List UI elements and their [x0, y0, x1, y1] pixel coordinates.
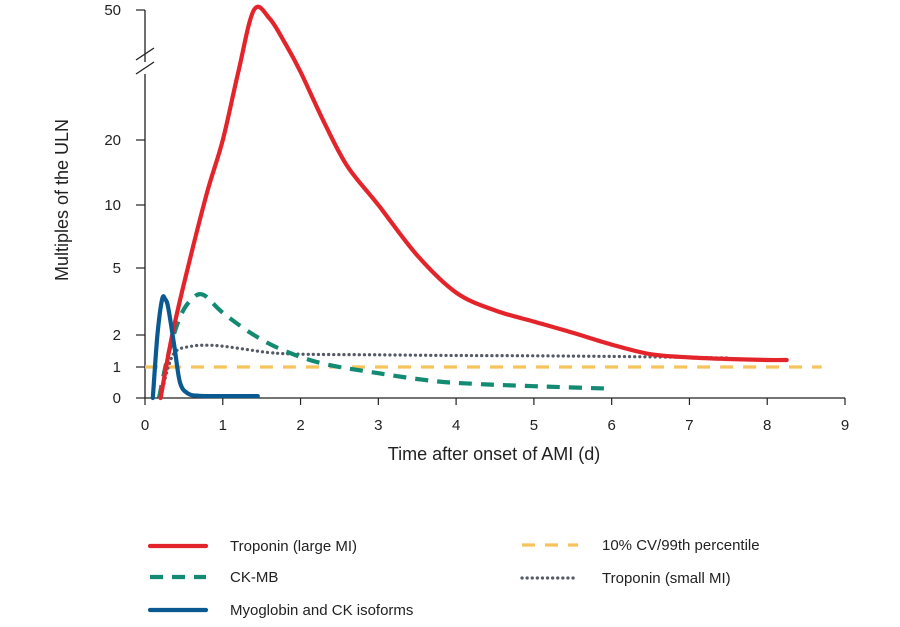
series-layer: [145, 4, 822, 401]
y-tick-label: 50: [104, 2, 121, 19]
y-tick-label: 20: [104, 132, 121, 149]
legend: Troponin (large MI) 10% CV/99th percentil…: [147, 537, 760, 619]
troponin-large-mi-line: [158, 4, 789, 401]
x-axis-title: Time after onset of AMI (d): [388, 444, 600, 464]
legend-label: Troponin (large MI): [230, 538, 357, 555]
x-tick-label: 9: [841, 417, 849, 434]
x-tick-label: 4: [452, 417, 460, 434]
x-tick-label: 5: [530, 417, 538, 434]
troponin-small-mi-line: [159, 343, 730, 400]
x-tick-label: 8: [763, 417, 771, 434]
legend-label: CK-MB: [230, 569, 278, 586]
x-tick-label: 6: [607, 417, 615, 434]
x-tick-label: 7: [685, 417, 693, 434]
x-tick-label: 2: [296, 417, 304, 434]
legend-label: 10% CV/99th percentile: [602, 537, 760, 554]
y-tick-label: 1: [113, 359, 121, 376]
y-tick-label: 10: [104, 197, 121, 214]
y-axis-title: Multiples of the ULN: [52, 119, 72, 281]
x-axis-ticks: 0 1 2 3 4 5 6 7 8 9: [141, 398, 849, 434]
x-tick-label: 3: [374, 417, 382, 434]
y-tick-label: 0: [113, 390, 121, 407]
y-tick-label: 2: [113, 327, 121, 344]
axis-break-mark: [135, 61, 155, 75]
legend-label: Myoglobin and CK isoforms: [230, 602, 413, 619]
myoglobin-line: [150, 294, 260, 401]
ck-mb-line: [156, 291, 612, 399]
legend-label: Troponin (small MI): [602, 570, 731, 587]
x-tick-label: 1: [219, 417, 227, 434]
axes: [135, 10, 845, 399]
x-tick-label: 0: [141, 417, 149, 434]
axis-break-mark: [135, 47, 155, 61]
y-tick-label: 5: [113, 260, 121, 277]
y-axis-ticks: 0 1 2 5 10 20 50: [104, 2, 145, 407]
